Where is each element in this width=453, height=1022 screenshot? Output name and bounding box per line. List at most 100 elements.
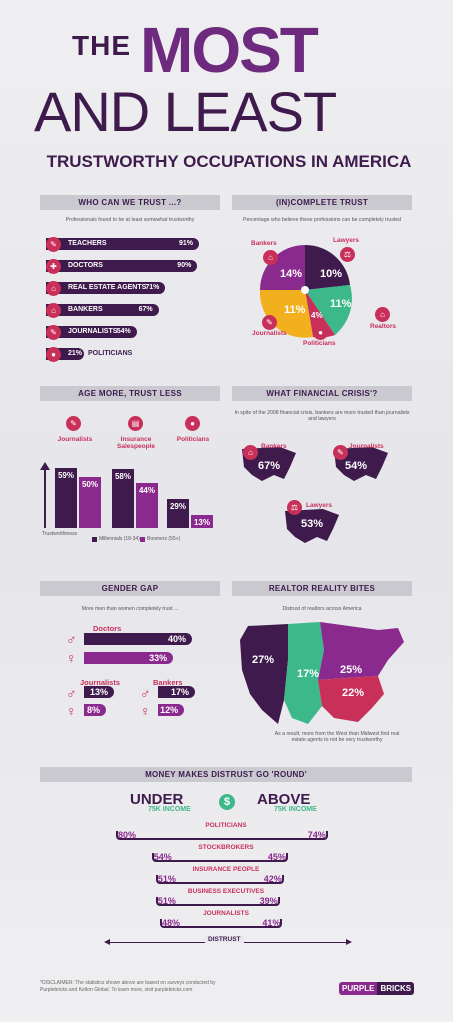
legend-boomers-swatch: [140, 537, 145, 542]
trust-bar-value: 71%: [145, 284, 160, 291]
gender-bar: 8%: [84, 704, 106, 716]
age-bar: 59%: [55, 468, 77, 528]
gender-label-bankers: Bankers: [153, 678, 183, 687]
age-bar: 29%: [167, 498, 189, 528]
pie-value-bankers: 14%: [280, 268, 303, 280]
age-bar: 58%: [112, 469, 134, 528]
politician-icon: ●: [185, 416, 200, 431]
female-icon: ♀: [66, 703, 77, 719]
realtor-icon: ⌂: [375, 307, 390, 322]
trust-bar-value: 90%: [177, 262, 192, 269]
distrust-arrow-left: [104, 939, 110, 945]
money-row-label: POLITICIANS: [205, 822, 247, 829]
trust-icon: ✚: [46, 258, 61, 274]
distrust-arrow-right: [346, 939, 352, 945]
trust-icon: ⌂: [46, 302, 61, 318]
money-bar-under: 54%: [151, 853, 226, 862]
gender-bar: 17%: [158, 686, 195, 698]
realtor-value-west: 27%: [252, 654, 275, 666]
male-icon: ♂: [140, 685, 151, 701]
age-label-politicians: Politicians: [176, 436, 210, 443]
title-and-least: AND LEAST: [34, 80, 337, 143]
age-axis-arrow: [40, 462, 50, 470]
lawyers-map: [285, 509, 339, 543]
male-icon: ♂: [66, 685, 77, 701]
pie-slice-realtors: [305, 285, 352, 335]
bank-icon: ⌂: [263, 250, 278, 265]
pie-slice-lawyers: [305, 245, 350, 290]
male-icon: ♂: [66, 631, 77, 647]
age-header: AGE MORE, TRUST LESS: [40, 386, 220, 401]
journalist-icon: ✎: [333, 445, 348, 460]
age-label-insurance: Insurance Salespeople: [117, 436, 155, 450]
female-icon: ♀: [66, 650, 77, 666]
trust-bar: JOURNALISTS 54%: [46, 326, 137, 338]
title-the: THE: [72, 30, 131, 61]
complete-pie-chart: [259, 245, 352, 338]
realtor-header: REALTOR REALITY BITES: [232, 581, 412, 596]
pie-label-politicians: Politicians: [303, 340, 336, 347]
crisis-value-journalists: 54%: [345, 460, 368, 472]
complete-subtitle: Percentage who believe these professions…: [242, 217, 402, 223]
above-sublabel: 75K INCOME: [274, 806, 317, 813]
trust-bar-value: 21%: [68, 350, 83, 357]
trust-bar: TEACHERS 91%: [46, 238, 199, 250]
crisis-label-journalists: Journalists: [349, 443, 384, 450]
legend-millennials-swatch: [92, 537, 97, 542]
pie-label-bankers: Bankers: [251, 240, 277, 247]
gender-header: GENDER GAP: [40, 581, 220, 596]
trust-bar-value: 91%: [178, 240, 193, 247]
female-icon: ♀: [140, 703, 151, 719]
trust-bar-label: BANKERS: [68, 306, 103, 313]
logo-purple: PURPLE: [339, 982, 378, 995]
age-axis: [44, 470, 46, 528]
money-bar-under: 51%: [155, 897, 226, 906]
trust-subtitle: Professionals found to be at least somew…: [65, 217, 195, 223]
money-bar-under: 51%: [155, 875, 226, 884]
money-row-label: STOCKBROKERS: [198, 844, 254, 851]
gender-bar: 33%: [84, 652, 174, 664]
region-west: [240, 624, 288, 724]
region-northeast: [318, 622, 404, 680]
bank-icon: ⌂: [243, 445, 258, 460]
logo-bricks: BRICKS: [377, 982, 415, 995]
above-label: ABOVE: [257, 791, 311, 808]
realtor-map: [240, 622, 404, 724]
money-bar-above: 45%: [226, 853, 288, 862]
title-subtitle: TRUSTWORTHY OCCUPATIONS IN AMERICA: [46, 152, 412, 171]
gender-subtitle: More men than women completely trust ...: [81, 606, 179, 612]
crisis-label-bankers: Bankers: [261, 443, 287, 450]
money-bar-under: 48%: [160, 919, 226, 928]
gender-bar: 13%: [84, 686, 114, 698]
age-bar: 13%: [191, 514, 213, 528]
pie-label-lawyers: Lawyers: [333, 237, 360, 244]
money-row-label: INSURANCE PEOPLE: [192, 866, 260, 873]
pie-slice-politicians: [305, 290, 335, 338]
money-row-label: JOURNALISTS: [203, 910, 249, 917]
pie-label-realtors: Realtors: [370, 323, 397, 330]
realtor-value-south: 22%: [342, 687, 365, 699]
trust-bar-label: POLITICIANS: [88, 350, 133, 357]
gender-label-journalists: Journalists: [80, 678, 121, 687]
under-label: UNDER: [130, 791, 184, 808]
trust-bar-label: TEACHERS: [68, 240, 107, 247]
crisis-subtitle: In spite of the 2008 financial crisis, b…: [234, 410, 410, 422]
purplebricks-logo: PURPLE BRICKS: [339, 982, 415, 995]
gender-bar: 40%: [84, 633, 192, 645]
pie-value-realtors: 11%: [330, 298, 352, 310]
money-bar-above: 41%: [226, 919, 283, 928]
money-bar-above: 42%: [226, 875, 284, 884]
trust-bar-value: 54%: [116, 328, 131, 335]
age-bar: 50%: [79, 477, 101, 528]
money-header: MONEY MAKES DISTRUST GO 'ROUND': [40, 767, 412, 782]
lawyer-icon: ⚖: [340, 247, 355, 262]
legend-millennials: Millennials (18-34): [99, 536, 140, 542]
trust-icon: ✎: [46, 236, 61, 252]
journalists-map: [334, 447, 388, 481]
lawyer-icon: ⚖: [287, 500, 302, 515]
trust-bar-label: REAL ESTATE AGENTS: [68, 284, 147, 291]
trust-bar: REAL ESTATE AGENTS 71%: [46, 282, 166, 294]
trust-bar-label: DOCTORS: [68, 262, 103, 269]
legend-boomers: Boomers (55+): [147, 536, 181, 542]
trust-bar-label: JOURNALISTS: [68, 328, 118, 335]
